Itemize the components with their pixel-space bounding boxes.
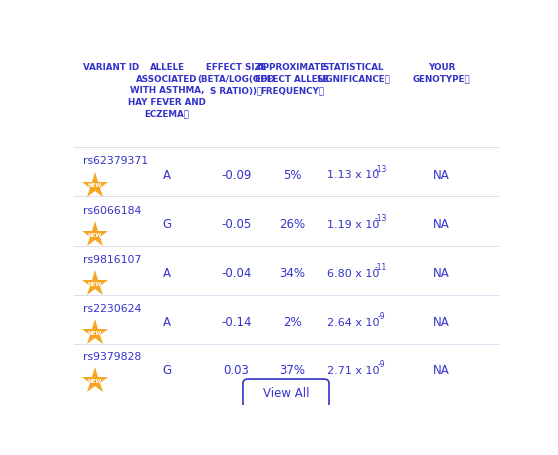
Text: A: A [163,267,171,280]
Text: NA: NA [433,169,450,182]
Text: YOUR
GENOTYPEⓘ: YOUR GENOTYPEⓘ [413,63,470,84]
Text: G: G [162,218,172,231]
Text: 1.13 x 10: 1.13 x 10 [327,171,379,181]
Text: -9: -9 [377,360,385,369]
Text: rs6066184: rs6066184 [83,206,141,216]
Text: NEW: NEW [88,379,102,384]
Text: 0.03: 0.03 [223,364,249,377]
Text: rs9816107: rs9816107 [83,254,141,264]
FancyBboxPatch shape [243,379,329,408]
Text: VARIANT ID: VARIANT ID [83,63,139,72]
Text: ALLELE
ASSOCIATED
WITH ASTHMA,
HAY FEVER AND
ECZEMAⓘ: ALLELE ASSOCIATED WITH ASTHMA, HAY FEVER… [128,63,206,118]
Text: 1.19 x 10: 1.19 x 10 [327,219,379,229]
Text: NA: NA [433,316,450,329]
Text: rs2230624: rs2230624 [83,303,141,313]
Text: -9: -9 [377,312,385,321]
Text: -13: -13 [375,214,387,222]
Text: STATISTICAL
SIGNIFICANCEⓘ: STATISTICAL SIGNIFICANCEⓘ [316,63,390,84]
Text: View All: View All [263,387,309,400]
Text: 5%: 5% [283,169,302,182]
Text: rs62379371: rs62379371 [83,157,148,167]
Text: rs9379828: rs9379828 [83,352,141,362]
Text: NA: NA [433,218,450,231]
Text: APPROXIMATE
EFFECT ALLELE
FREQUENCYⓘ: APPROXIMATE EFFECT ALLELE FREQUENCYⓘ [256,63,329,95]
Text: NEW: NEW [88,233,102,238]
Text: -13: -13 [375,165,387,174]
Text: NEW: NEW [88,282,102,287]
Text: NEW: NEW [88,331,102,336]
Text: -11: -11 [375,263,387,272]
Text: 2.64 x 10: 2.64 x 10 [327,318,379,328]
Text: -0.05: -0.05 [221,218,251,231]
Text: 37%: 37% [280,364,305,377]
Text: A: A [163,316,171,329]
Text: 34%: 34% [280,267,305,280]
Text: -0.14: -0.14 [221,316,252,329]
Text: 26%: 26% [280,218,306,231]
Text: NA: NA [433,267,450,280]
Text: A: A [163,169,171,182]
Text: -0.04: -0.04 [221,267,252,280]
Text: G: G [162,364,172,377]
Text: NEW: NEW [88,183,102,188]
Text: 2.71 x 10: 2.71 x 10 [327,366,379,376]
Text: -0.09: -0.09 [221,169,252,182]
Text: 6.80 x 10: 6.80 x 10 [327,268,379,278]
Text: EFFECT SIZE
(BETA/LOG(ODD
S RATIO))ⓘ: EFFECT SIZE (BETA/LOG(ODD S RATIO))ⓘ [198,63,275,95]
Text: 2%: 2% [283,316,302,329]
Text: NA: NA [433,364,450,377]
